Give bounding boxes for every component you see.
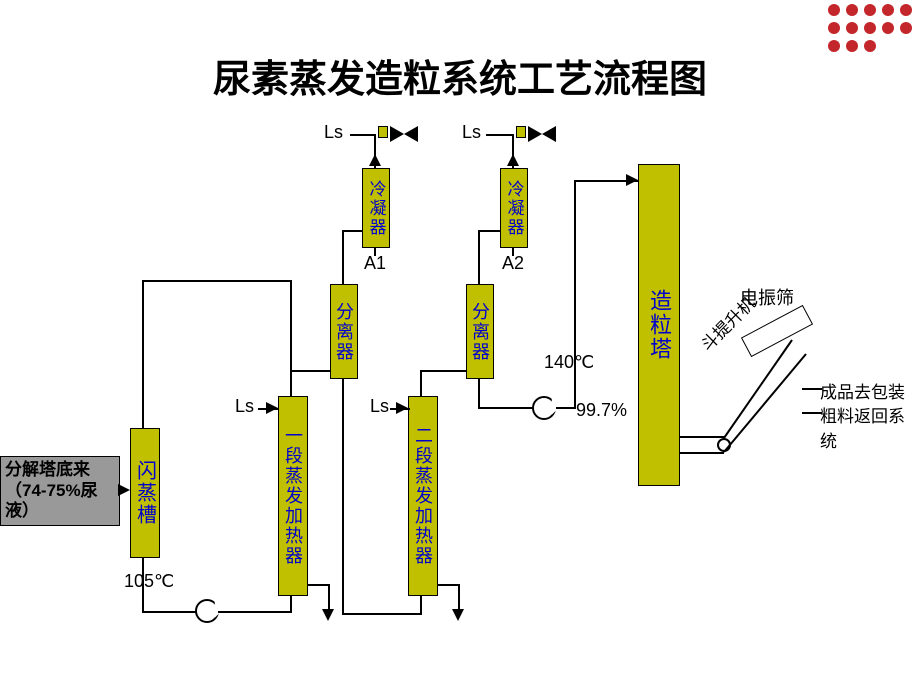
a1-label: A1 — [364, 253, 386, 274]
line — [478, 230, 500, 232]
line — [802, 412, 822, 414]
arrow-into-flash — [118, 484, 130, 496]
ls-mid-2: Ls — [370, 396, 389, 417]
heater-2: 二段蒸发加热器 — [408, 396, 438, 596]
line — [218, 611, 290, 613]
ls-top-2: Ls — [462, 122, 481, 143]
line — [328, 584, 330, 612]
valve-1b — [404, 126, 418, 142]
page-title: 尿素蒸发造粒系统工艺流程图 — [0, 48, 920, 103]
condenser-1: 冷凝器 — [362, 168, 390, 248]
input-feed-box: 分解塔底来（74-75%尿液） — [0, 456, 120, 526]
line — [574, 180, 576, 409]
screen-label: 电振筛 — [740, 284, 794, 310]
line — [308, 584, 330, 586]
line — [142, 558, 144, 613]
arrow-d-h2 — [452, 609, 464, 621]
arrow-ls-h1 — [266, 402, 278, 414]
line — [290, 370, 330, 372]
p997-label: 99.7% — [576, 400, 627, 421]
line — [342, 613, 422, 615]
valve-2a — [528, 126, 542, 142]
line — [486, 134, 514, 136]
line — [290, 370, 292, 396]
arrow-ls-h2 — [396, 402, 408, 414]
line — [420, 370, 422, 396]
line — [342, 379, 344, 615]
line — [478, 407, 538, 409]
ls-mid-1: Ls — [235, 396, 254, 417]
pump-2 — [532, 396, 556, 420]
line — [802, 388, 822, 390]
valve-1-box — [378, 126, 388, 138]
decorative-dots — [828, 4, 914, 54]
arrow-to-tower — [626, 174, 638, 186]
line — [290, 596, 292, 613]
condenser-2: 冷凝器 — [500, 168, 528, 248]
elevator-lines — [680, 310, 840, 460]
line — [142, 280, 144, 428]
line — [556, 407, 576, 409]
line — [142, 611, 202, 613]
flash-tank: 闪蒸槽 — [130, 428, 160, 558]
line — [458, 584, 460, 612]
line — [512, 248, 514, 256]
separator-2: 分离器 — [466, 284, 494, 379]
pump-1 — [195, 599, 219, 623]
line — [142, 280, 292, 282]
valve-1a — [390, 126, 404, 142]
separator-1: 分离器 — [330, 284, 358, 379]
line — [420, 370, 466, 372]
line — [478, 379, 480, 409]
line — [374, 248, 376, 256]
line — [342, 230, 344, 284]
prilling-tower: 造粒塔 — [638, 164, 680, 486]
line — [342, 230, 362, 232]
valve-2-box — [516, 126, 526, 138]
line — [478, 230, 480, 284]
t140-label: 140℃ — [544, 352, 594, 373]
arrow-d-h1 — [322, 609, 334, 621]
line — [420, 596, 422, 615]
heater-1: 一段蒸发加热器 — [278, 396, 308, 596]
valve-2b — [542, 126, 556, 142]
a2-label: A2 — [502, 253, 524, 274]
ls-top-1: Ls — [324, 122, 343, 143]
t105-label: 105℃ — [124, 571, 174, 592]
arrow-u-c1 — [369, 154, 381, 166]
line — [438, 584, 460, 586]
line — [350, 134, 376, 136]
arrow-u-c2 — [507, 154, 519, 166]
